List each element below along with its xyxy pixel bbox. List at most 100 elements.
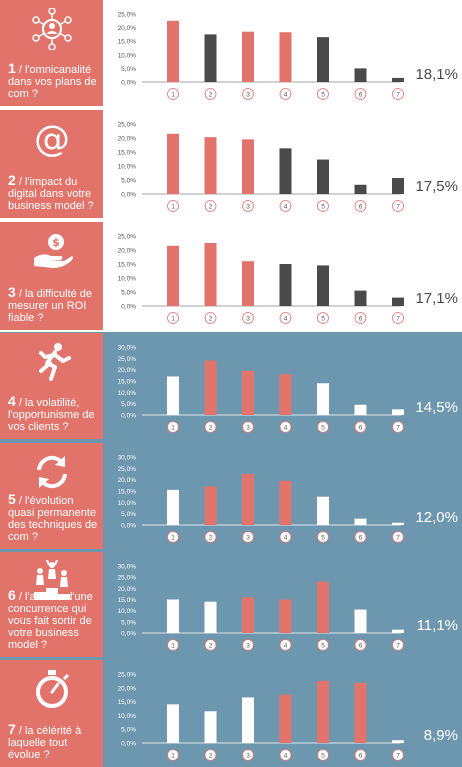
bar <box>242 697 254 743</box>
y-tick-label: 25,0% <box>118 672 137 679</box>
category-marker <box>167 421 179 433</box>
y-tick-label: 20,0% <box>118 586 137 593</box>
percent-label: 18,1% <box>415 66 458 83</box>
y-tick-label: 10,0% <box>118 500 137 507</box>
x-tick-label: 5 <box>321 316 325 323</box>
y-tick-label: 15,0% <box>118 489 137 496</box>
category-marker <box>354 421 367 433</box>
bar <box>317 680 329 743</box>
x-tick-label: 2 <box>209 425 213 432</box>
y-tick-label: 15,0% <box>118 379 137 386</box>
category-marker <box>279 639 292 651</box>
question-caption: 1 / l'omnicanalité dans vos plans de com… <box>8 60 99 100</box>
category-marker <box>204 88 217 100</box>
question-number: 1 <box>8 60 16 76</box>
category-marker <box>317 531 329 543</box>
percent-label: 17,1% <box>415 290 458 307</box>
question-number: 5 <box>8 491 16 507</box>
category-marker <box>354 312 367 324</box>
x-tick-label: 1 <box>171 316 175 323</box>
bar-chart: 0,0% 5,0% 10,0% 15,0% 20,0% 25,0% 1 2 3 4 5 6 7 <box>118 12 404 100</box>
bar <box>354 682 367 743</box>
question-text: / la difficulté de mesurer un ROI fiable… <box>8 288 93 324</box>
x-tick-label: 3 <box>246 92 250 99</box>
bar <box>392 629 404 633</box>
y-tick-label: 10,0% <box>118 713 137 720</box>
question-number: 4 <box>8 393 16 409</box>
x-tick-label: 6 <box>359 753 363 760</box>
bar <box>354 68 367 82</box>
category-marker <box>317 312 329 324</box>
y-tick-label: 20,0% <box>118 685 137 692</box>
x-tick-label: 6 <box>359 425 363 432</box>
podium-people-icon <box>0 560 103 602</box>
bar <box>354 404 367 415</box>
category-marker <box>354 200 367 212</box>
category-marker <box>354 639 367 651</box>
x-tick-label: 3 <box>246 753 250 760</box>
category-marker <box>167 749 179 761</box>
x-tick-label: 1 <box>171 92 175 99</box>
bar <box>279 694 292 743</box>
y-tick-label: 20,0% <box>118 136 137 143</box>
y-tick-label: 25,0% <box>118 356 137 363</box>
bar <box>392 297 404 306</box>
category-marker <box>167 639 179 651</box>
bar <box>317 496 329 525</box>
y-tick-label: 15,0% <box>118 262 137 269</box>
category-marker <box>317 749 329 761</box>
category-marker <box>392 749 404 761</box>
y-tick-label: 5,0% <box>121 66 136 73</box>
category-marker <box>204 312 217 324</box>
running-person-icon <box>0 341 103 383</box>
stopwatch-icon <box>0 668 103 710</box>
x-tick-label: 4 <box>284 753 288 760</box>
x-tick-label: 7 <box>396 753 400 760</box>
bar <box>392 740 404 743</box>
bar <box>317 383 329 415</box>
category-marker <box>242 531 254 543</box>
bar <box>242 370 254 415</box>
question-row-1: 1 / l'omnicanalité dans vos plans de com… <box>0 0 462 106</box>
x-tick-label: 5 <box>321 643 325 650</box>
y-tick-label: 25,0% <box>118 12 137 19</box>
category-marker <box>167 531 179 543</box>
y-tick-label: 10,0% <box>118 52 137 59</box>
y-tick-label: 10,0% <box>118 608 137 615</box>
question-text: / l'arrivée d'une concurrence qui vous f… <box>8 591 93 651</box>
category-marker <box>392 88 404 100</box>
question-text: / l'évolution quasi permanente des techn… <box>8 495 98 543</box>
bar <box>392 77 404 82</box>
x-tick-label: 5 <box>321 535 325 542</box>
x-tick-label: 2 <box>209 92 213 99</box>
category-marker <box>279 421 292 433</box>
category-marker <box>204 749 217 761</box>
bar <box>167 245 179 306</box>
category-marker <box>392 639 404 651</box>
x-tick-label: 7 <box>396 643 400 650</box>
y-tick-label: 30,0% <box>118 345 137 352</box>
x-tick-label: 3 <box>246 316 250 323</box>
bar <box>392 522 404 525</box>
x-tick-label: 7 <box>396 204 400 211</box>
bar <box>354 609 367 633</box>
y-tick-label: 20,0% <box>118 477 137 484</box>
question-card: 7 / la célérité à laquelle tout évolue ? <box>0 660 103 767</box>
bar <box>279 148 292 194</box>
category-marker <box>279 749 292 761</box>
question-text: / l'omnicanalité dans vos plans de com ? <box>8 64 97 100</box>
y-tick-label: 30,0% <box>118 564 137 571</box>
x-tick-label: 6 <box>359 92 363 99</box>
question-caption: 5 / l'évolution quasi permanente des tec… <box>8 491 99 543</box>
category-marker <box>167 200 179 212</box>
category-marker <box>167 312 179 324</box>
category-marker <box>242 421 254 433</box>
category-marker <box>392 200 404 212</box>
bar <box>392 178 404 194</box>
category-marker <box>242 200 254 212</box>
x-tick-label: 6 <box>359 204 363 211</box>
bar <box>204 486 217 525</box>
bar <box>242 597 254 633</box>
x-tick-label: 1 <box>171 535 175 542</box>
